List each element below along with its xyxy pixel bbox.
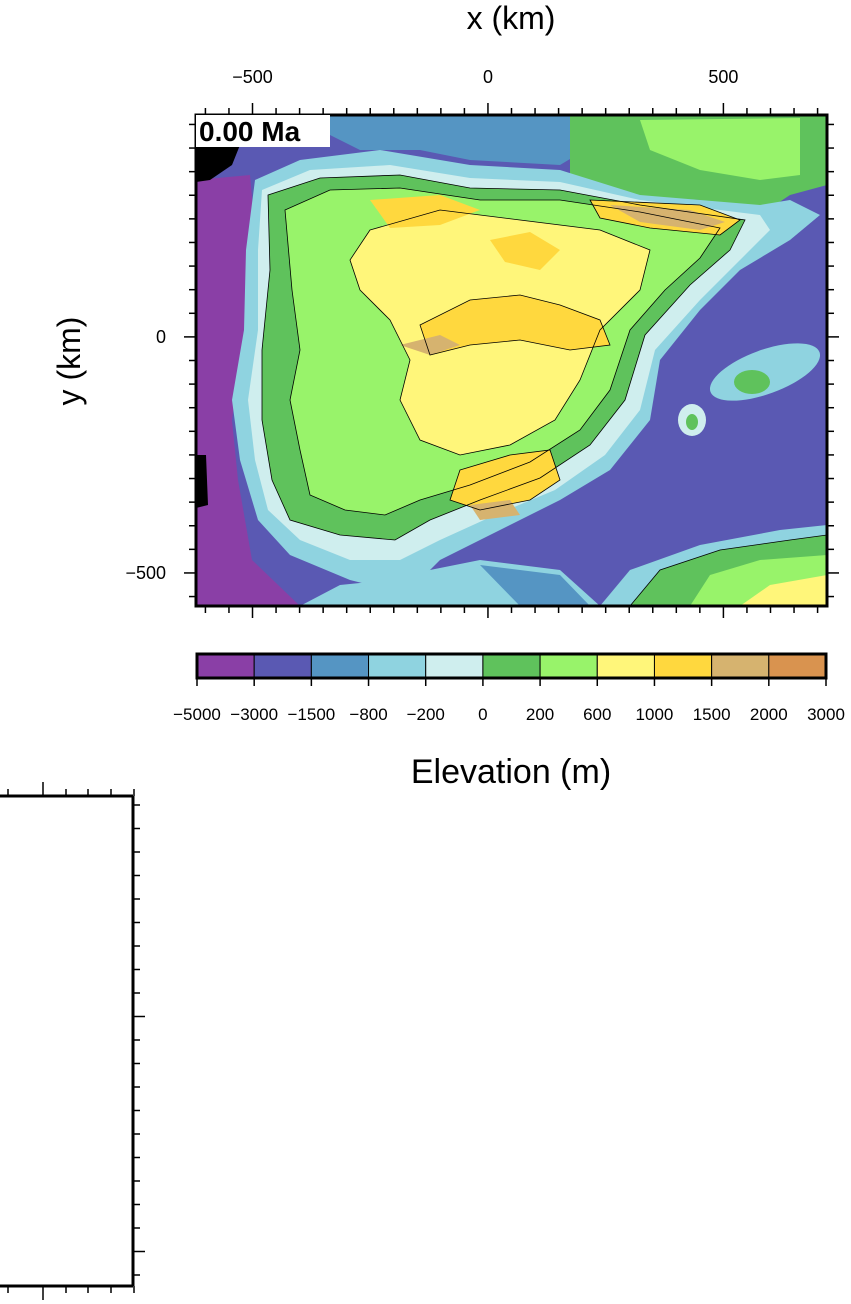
time-label-box <box>196 115 330 147</box>
colorbar-tick-label: 3000 <box>807 705 845 724</box>
y-axis-title: y (km) <box>51 317 87 406</box>
balearic-island-south <box>686 414 698 430</box>
colorbar-swatch <box>768 653 827 679</box>
colorbar-swatch <box>368 653 427 679</box>
x-tick-label: 0 <box>483 67 493 87</box>
colorbar-tick-label: −800 <box>349 705 387 724</box>
colorbar-tick-label: 600 <box>583 705 611 724</box>
iberian-range <box>490 232 560 270</box>
colorbar-frame <box>195 652 828 680</box>
colorbar-tick-label: 0 <box>478 705 487 724</box>
land-northeast-high <box>640 118 800 180</box>
x-tick-label: 500 <box>708 67 738 87</box>
colorbar: −5000 −3000 −1500 −800 −200 0 200 600 1000 1500 20… <box>173 652 845 724</box>
colorbar-swatch <box>539 653 598 679</box>
colorbar-tick-label: −1500 <box>287 705 335 724</box>
colorbar-swatch <box>596 653 655 679</box>
abyssal-plain-west <box>196 175 300 606</box>
cantabrian-range <box>370 195 480 228</box>
sierra-nevada <box>470 500 520 520</box>
colorbar-swatch <box>653 653 713 679</box>
x-ticks-bottom <box>204 606 819 618</box>
colorbar-tick-label: 1000 <box>636 705 674 724</box>
colorbar-swatch <box>425 653 484 679</box>
alboran-basin <box>480 565 590 606</box>
y-tick-label: −500 <box>125 563 166 583</box>
colorbar-swatch <box>711 653 770 679</box>
central-peaks <box>400 335 460 355</box>
nodata-patch <box>196 455 208 508</box>
y-ticks-right <box>827 123 839 598</box>
atlas-plateau <box>740 575 827 606</box>
colorbar-tick-label: 2000 <box>750 705 788 724</box>
colorbar-title: Elevation (m) <box>411 753 611 791</box>
partial-panel-ticks <box>7 782 145 1300</box>
y-tick-label: 0 <box>156 327 166 347</box>
partial-panel <box>0 782 145 1300</box>
colorbar-tick-label: 1500 <box>693 705 731 724</box>
elevation-map <box>196 115 827 606</box>
x-tick-label: −500 <box>232 67 273 87</box>
y-ticks-left: 0 −500 <box>125 123 196 598</box>
colorbar-swatch <box>253 653 312 679</box>
shelf-north <box>330 115 590 165</box>
x-ticks-top: −500 0 500 <box>204 67 819 115</box>
colorbar-tick-label: −5000 <box>173 705 221 724</box>
x-axis-title: x (km) <box>467 0 556 36</box>
balearic-island <box>734 370 770 394</box>
colorbar-tick-label: −200 <box>407 705 445 724</box>
colorbar-tick-label: −3000 <box>230 705 278 724</box>
colorbar-swatch <box>196 653 255 679</box>
colorbar-tick-label: 200 <box>526 705 554 724</box>
contour-lines <box>261 174 827 606</box>
colorbar-swatch <box>482 653 541 679</box>
time-label: 0.00 Ma <box>199 116 301 147</box>
colorbar-swatch <box>310 653 370 679</box>
central-range <box>420 295 610 355</box>
nodata-patch <box>196 145 240 182</box>
